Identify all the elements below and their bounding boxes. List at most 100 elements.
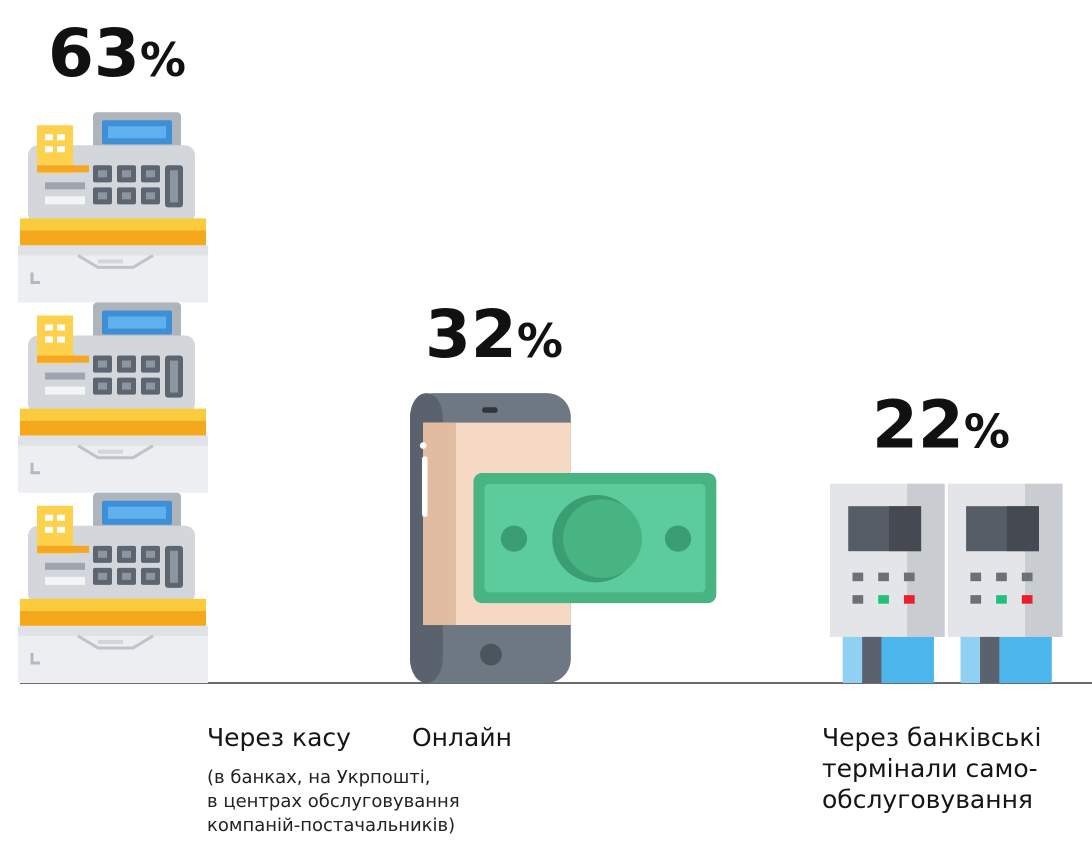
shape <box>98 192 107 199</box>
home-button <box>480 644 502 666</box>
shape <box>45 196 85 204</box>
terminal-icon <box>830 484 1063 683</box>
shape <box>37 546 89 553</box>
stack-item <box>18 493 208 683</box>
value-label: 63% <box>48 15 186 92</box>
shape <box>57 515 65 521</box>
shape <box>122 361 131 368</box>
shape <box>862 637 881 683</box>
shape <box>996 595 1007 604</box>
dot <box>501 525 527 551</box>
shape <box>853 573 864 582</box>
shape <box>122 551 131 558</box>
shape <box>98 259 123 263</box>
shape <box>146 573 155 580</box>
shape <box>996 573 1007 582</box>
shape <box>146 361 155 368</box>
shape <box>122 192 131 199</box>
shape <box>853 595 864 604</box>
shape <box>45 563 85 570</box>
shape <box>1022 573 1033 582</box>
shape <box>146 383 155 390</box>
shape <box>45 515 53 521</box>
shape <box>20 599 206 611</box>
shape <box>57 527 65 533</box>
stack-item <box>18 302 208 492</box>
category-label: Онлайн <box>412 722 512 753</box>
shape <box>98 551 107 558</box>
shape <box>878 595 889 604</box>
shape <box>45 325 53 331</box>
button <box>420 442 427 449</box>
shape <box>98 573 107 580</box>
shape <box>108 316 166 328</box>
shape <box>146 192 155 199</box>
cash-register <box>18 302 208 492</box>
shape <box>423 423 456 625</box>
category-label: Через банківські термінали само- обслуго… <box>822 722 1041 815</box>
shape <box>122 383 131 390</box>
shape <box>18 436 208 446</box>
shape <box>1022 595 1033 604</box>
category-note: (в банках, на Укрпошті, в центрах обслуг… <box>207 766 460 838</box>
shape <box>170 170 178 202</box>
shape <box>20 611 206 626</box>
pictogram <box>410 393 716 683</box>
shape <box>422 457 427 517</box>
shape <box>146 170 155 177</box>
shape <box>878 573 889 582</box>
cash-register <box>18 493 208 683</box>
shape <box>18 626 208 636</box>
shape <box>98 640 123 644</box>
shape <box>170 361 178 393</box>
infographic: 63% 32% 22% Через касу (в банках, на Укрпо… <box>0 0 1092 850</box>
pictogram <box>830 484 1063 683</box>
shape <box>45 373 85 380</box>
shape <box>57 134 65 140</box>
shape <box>45 577 85 585</box>
shape <box>57 337 65 343</box>
shape <box>904 595 915 604</box>
shape <box>20 218 206 230</box>
shape <box>146 551 155 558</box>
shape <box>37 356 89 363</box>
shape <box>45 146 53 152</box>
shape <box>843 637 864 683</box>
shape <box>57 325 65 331</box>
shape <box>45 182 85 189</box>
shape <box>970 573 981 582</box>
shape <box>45 337 53 343</box>
shape <box>20 409 206 421</box>
shape <box>904 573 915 582</box>
shape <box>37 165 89 172</box>
shape <box>20 230 206 245</box>
shape <box>122 573 131 580</box>
shape <box>108 126 166 138</box>
shape <box>108 507 166 519</box>
shape <box>45 527 53 533</box>
value-label: 22% <box>872 387 1010 464</box>
shape <box>20 421 206 436</box>
shape <box>1007 506 1039 551</box>
shape <box>98 450 123 454</box>
shape <box>98 383 107 390</box>
coin <box>563 499 642 578</box>
shape <box>98 170 107 177</box>
pictogram <box>18 112 208 683</box>
stack-item <box>18 112 208 302</box>
shape <box>170 551 178 583</box>
dot <box>665 525 691 551</box>
shape <box>961 637 982 683</box>
shape <box>482 407 497 412</box>
shape <box>18 245 208 255</box>
cash-register <box>18 112 208 302</box>
shape <box>45 387 85 395</box>
category-label: Через касу <box>207 722 351 753</box>
shape <box>57 146 65 152</box>
shape <box>98 361 107 368</box>
shape <box>980 637 999 683</box>
shape <box>45 134 53 140</box>
shape <box>889 506 921 551</box>
value-label: 32% <box>425 296 563 373</box>
shape <box>122 170 131 177</box>
